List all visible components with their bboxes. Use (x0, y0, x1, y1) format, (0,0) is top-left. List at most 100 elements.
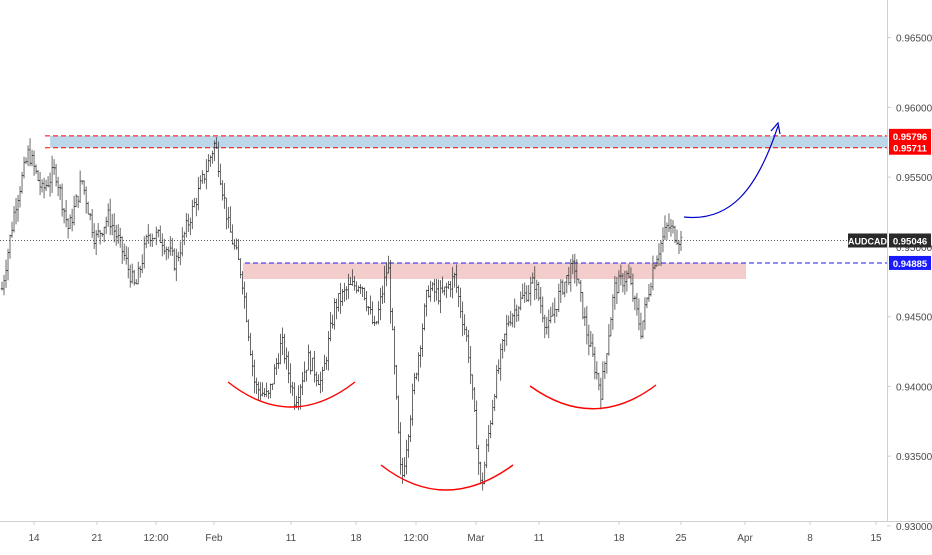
ohlc-bar (615, 276, 619, 305)
ohlc-bar (14, 197, 18, 225)
ohlc-bar (154, 226, 158, 246)
ohlc-bar (519, 291, 523, 311)
ohlc-bar (88, 213, 92, 221)
ohlc-bar (511, 313, 515, 328)
ohlc-bar (64, 200, 68, 228)
ohlc-bar (585, 305, 589, 345)
ohlc-bar (517, 306, 521, 322)
ohlc-bar (239, 258, 242, 279)
ohlc-bar (543, 314, 547, 339)
ohlc-bar (285, 347, 288, 370)
ohlc-bar (479, 461, 483, 485)
ohlc-bar (118, 227, 122, 248)
ohlc-bar (419, 345, 422, 368)
ohlc-bar (273, 364, 276, 385)
ohlc-bar (329, 312, 332, 342)
ohlc-bar (287, 351, 290, 384)
price-tick-label: 0.93500 (896, 452, 932, 463)
ohlc-bar (110, 214, 114, 236)
ohlc-bar (639, 312, 643, 340)
ohlc-bar (122, 243, 126, 261)
ohlc-bar (72, 195, 76, 226)
ohlc-bar (28, 138, 32, 167)
ohlc-bar (485, 438, 489, 469)
ohlc-bar (501, 339, 505, 359)
time-tick-label: 18 (350, 533, 362, 544)
ohlc-bar (184, 213, 188, 238)
ohlc-bar (605, 353, 609, 374)
ohlc-bar (94, 230, 98, 256)
ohlc-bar (281, 327, 284, 356)
ohlc-bar (551, 302, 555, 317)
ohlc-bar (327, 331, 330, 371)
ohlc-bar (647, 283, 651, 302)
ohlc-bar (221, 180, 224, 201)
head-arc (380, 464, 514, 491)
ohlc-bar (174, 248, 178, 282)
ohlc-bar (459, 287, 462, 319)
ohlc-bar (166, 246, 170, 259)
ohlc-bar (391, 308, 394, 331)
ohlc-bar (425, 289, 428, 317)
ohlc-bar (307, 344, 310, 371)
ohlc-bar (345, 286, 348, 301)
projection-arrowhead (770, 121, 781, 135)
ohlc-bar (261, 382, 264, 397)
ohlc-bar (645, 297, 649, 309)
ohlc-bar (679, 230, 683, 251)
ohlc-bar (54, 163, 58, 187)
time-tick-label: 18 (613, 533, 625, 544)
ohlc-bar (56, 176, 60, 197)
ohlc-bar (225, 197, 228, 230)
ohlc-bar (515, 304, 519, 322)
ohlc-bar (659, 240, 663, 266)
ohlc-bar (635, 293, 639, 316)
ohlc-bar (104, 216, 108, 235)
ohlc-bar (229, 206, 232, 233)
ohlc-bar (233, 239, 236, 250)
ohlc-bar (50, 155, 54, 193)
ohlc-bar (164, 246, 168, 261)
ohlc-bar (557, 283, 561, 312)
ohlc-bar (62, 208, 66, 224)
time-tick-label: 25 (675, 533, 687, 544)
ohlc-bar (180, 227, 184, 257)
ohlc-bar (591, 333, 595, 357)
ohlc-bar (136, 261, 140, 285)
ohlc-bar (417, 352, 420, 382)
time-tick-label: 11 (534, 533, 545, 544)
price-tick-label: 0.95500 (896, 173, 932, 184)
ohlc-bar (247, 319, 250, 342)
price-tick-label: 0.94500 (896, 313, 932, 324)
ohlc-bar (279, 333, 282, 365)
ohlc-bar (176, 251, 180, 262)
ohlc-bar (58, 184, 62, 200)
time-tick-label: Apr (737, 533, 753, 544)
ohlc-bar (513, 298, 517, 328)
ohlc-bar (595, 361, 599, 380)
ohlc-bar (40, 179, 44, 193)
ohlc-bar (255, 377, 258, 394)
ohlc-bar (194, 197, 198, 217)
ohlc-bar (231, 224, 234, 245)
ohlc-bar (263, 388, 266, 398)
ohlc-bar (473, 386, 476, 413)
time-tick-label: 8 (807, 533, 813, 544)
ohlc-bar (211, 150, 214, 164)
price-label-resistance-top: 0.95796 (893, 132, 927, 143)
time-tick-label: 12:00 (143, 533, 168, 544)
ohlc-bar (52, 159, 56, 175)
left-shoulder-arc (227, 381, 356, 408)
ohlc-bar (435, 278, 438, 301)
ohlc-bar (8, 234, 12, 259)
ohlc-bar (397, 395, 400, 434)
ohlc-bar (447, 280, 450, 290)
time-tick-label: 14 (28, 533, 40, 544)
ohlc-bar (429, 280, 432, 302)
ohlc-bar (30, 149, 34, 167)
ohlc-bar (68, 214, 72, 229)
ohlc-bar (393, 326, 396, 375)
ohlc-bar (381, 285, 384, 304)
